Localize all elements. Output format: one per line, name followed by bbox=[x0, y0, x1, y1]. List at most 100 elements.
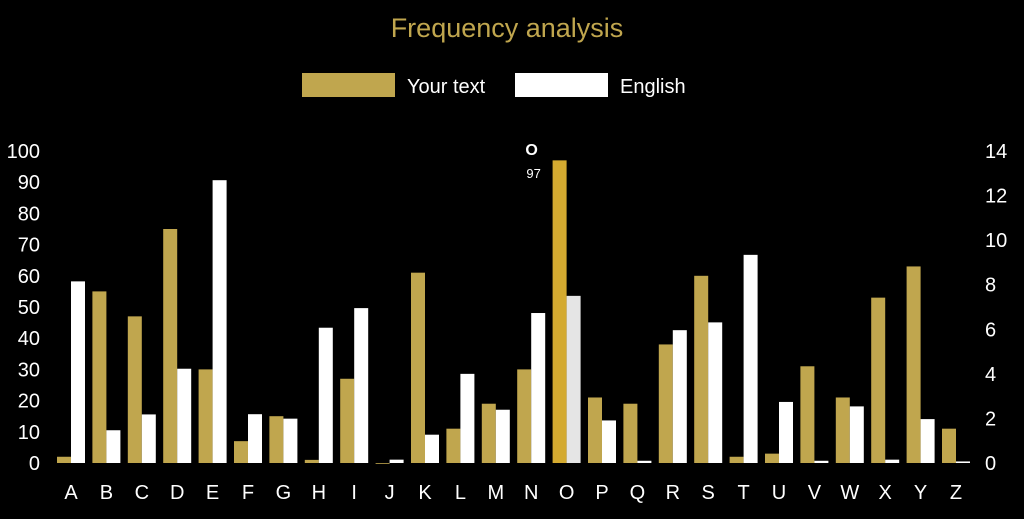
bar-your-text-D[interactable] bbox=[163, 229, 178, 463]
bar-english-S[interactable] bbox=[708, 322, 723, 463]
x-tick-label: E bbox=[206, 482, 219, 504]
x-tick-label: Q bbox=[630, 482, 646, 504]
right-axis: 0 2 4 6 8 10 12 14 bbox=[985, 141, 1007, 475]
left-tick-label: 10 bbox=[18, 422, 40, 444]
bar-english-X[interactable] bbox=[885, 459, 900, 463]
right-tick-label: 4 bbox=[985, 364, 996, 386]
bar-english-U[interactable] bbox=[779, 401, 793, 463]
bar-your-text-P[interactable] bbox=[588, 397, 602, 463]
x-tick-label: K bbox=[418, 482, 432, 504]
x-tick-label: W bbox=[840, 482, 859, 504]
bar-your-text-J[interactable] bbox=[375, 463, 390, 464]
left-tick-label: 20 bbox=[18, 391, 40, 413]
bar-english-Q[interactable] bbox=[637, 460, 652, 463]
x-tick-label: T bbox=[737, 482, 749, 504]
legend-label-your-text: Your text bbox=[407, 76, 486, 98]
x-tick-label: J bbox=[385, 482, 395, 504]
bar-english-N[interactable] bbox=[531, 313, 546, 463]
bar-your-text-Z[interactable] bbox=[942, 428, 956, 463]
bar-english-K[interactable] bbox=[425, 434, 439, 463]
right-tick-label: 10 bbox=[985, 230, 1007, 252]
bar-your-text-U[interactable] bbox=[765, 453, 779, 463]
x-tick-label: X bbox=[879, 482, 892, 504]
right-tick-label: 8 bbox=[985, 275, 996, 297]
bar-your-text-A[interactable] bbox=[57, 456, 71, 463]
bar-your-text-H[interactable] bbox=[304, 459, 319, 463]
x-tick-label: M bbox=[487, 482, 504, 504]
bar-english-T[interactable] bbox=[743, 254, 758, 463]
bar-your-text-B[interactable] bbox=[92, 291, 107, 463]
right-tick-label: 12 bbox=[985, 186, 1007, 208]
left-tick-label: 0 bbox=[29, 453, 40, 475]
x-tick-label: Y bbox=[914, 482, 927, 504]
legend-swatch-your-text bbox=[302, 73, 395, 97]
left-tick-label: 60 bbox=[18, 266, 40, 288]
bar-english-M[interactable] bbox=[495, 409, 510, 463]
x-tick-label: I bbox=[351, 482, 357, 504]
bar-your-text-Q[interactable] bbox=[623, 403, 638, 463]
bar-english-D[interactable] bbox=[177, 368, 192, 463]
x-tick-label: G bbox=[276, 482, 292, 504]
hover-tooltip: O 97 bbox=[525, 142, 540, 181]
bar-your-text-N[interactable] bbox=[517, 369, 532, 463]
bar-your-text-C[interactable] bbox=[127, 316, 142, 463]
bar-your-text-G[interactable] bbox=[269, 416, 284, 463]
bar-english-A[interactable] bbox=[71, 281, 85, 463]
bar-english-O[interactable] bbox=[566, 295, 581, 463]
bar-english-Z[interactable] bbox=[956, 461, 970, 463]
bar-english-R[interactable] bbox=[672, 330, 687, 463]
bar-your-text-S[interactable] bbox=[694, 275, 709, 463]
bar-english-B[interactable] bbox=[106, 430, 121, 463]
bar-english-P[interactable] bbox=[602, 420, 616, 463]
x-tick-label: S bbox=[702, 482, 715, 504]
bars bbox=[57, 160, 970, 464]
bar-your-text-M[interactable] bbox=[481, 403, 496, 463]
bar-your-text-F[interactable] bbox=[234, 441, 248, 463]
bar-your-text-T[interactable] bbox=[729, 456, 744, 463]
x-tick-label: V bbox=[808, 482, 822, 504]
bar-english-E[interactable] bbox=[212, 180, 227, 464]
chart-title: Frequency analysis bbox=[391, 13, 624, 43]
legend: Your text English bbox=[302, 73, 686, 98]
left-tick-label: 100 bbox=[7, 141, 40, 163]
bar-your-text-K[interactable] bbox=[411, 272, 425, 463]
bar-english-L[interactable] bbox=[460, 373, 475, 463]
bar-english-H[interactable] bbox=[318, 327, 333, 463]
bar-your-text-O[interactable] bbox=[552, 160, 567, 464]
bar-your-text-I[interactable] bbox=[340, 378, 355, 463]
bar-english-F[interactable] bbox=[248, 414, 262, 463]
x-tick-label: Z bbox=[950, 482, 962, 504]
bar-your-text-Y[interactable] bbox=[906, 266, 921, 463]
left-tick-label: 40 bbox=[18, 328, 40, 350]
bar-your-text-V[interactable] bbox=[800, 366, 815, 463]
bar-english-W[interactable] bbox=[849, 406, 864, 463]
legend-swatch-english bbox=[515, 73, 608, 97]
bar-your-text-X[interactable] bbox=[871, 297, 886, 463]
bar-english-C[interactable] bbox=[141, 414, 156, 463]
x-tick-label: N bbox=[524, 482, 538, 504]
tooltip-category: O bbox=[525, 142, 537, 159]
bar-your-text-L[interactable] bbox=[446, 428, 461, 463]
bar-english-V[interactable] bbox=[814, 460, 829, 463]
bar-english-I[interactable] bbox=[354, 308, 369, 463]
right-tick-label: 14 bbox=[985, 141, 1007, 163]
right-tick-label: 2 bbox=[985, 408, 996, 430]
bar-your-text-E[interactable] bbox=[198, 369, 213, 463]
x-tick-label: C bbox=[135, 482, 149, 504]
x-tick-label: R bbox=[666, 482, 680, 504]
right-tick-label: 0 bbox=[985, 453, 996, 475]
legend-label-english: English bbox=[620, 76, 686, 98]
bar-english-Y[interactable] bbox=[920, 419, 935, 463]
x-tick-label: B bbox=[100, 482, 113, 504]
x-tick-label: A bbox=[64, 482, 78, 504]
bar-english-G[interactable] bbox=[283, 418, 298, 463]
x-tick-label: F bbox=[242, 482, 254, 504]
left-tick-label: 50 bbox=[18, 297, 40, 319]
bar-your-text-R[interactable] bbox=[658, 344, 673, 463]
bar-your-text-W[interactable] bbox=[835, 397, 850, 463]
bar-english-J[interactable] bbox=[389, 459, 404, 463]
left-tick-label: 90 bbox=[18, 172, 40, 194]
left-tick-label: 70 bbox=[18, 235, 40, 257]
